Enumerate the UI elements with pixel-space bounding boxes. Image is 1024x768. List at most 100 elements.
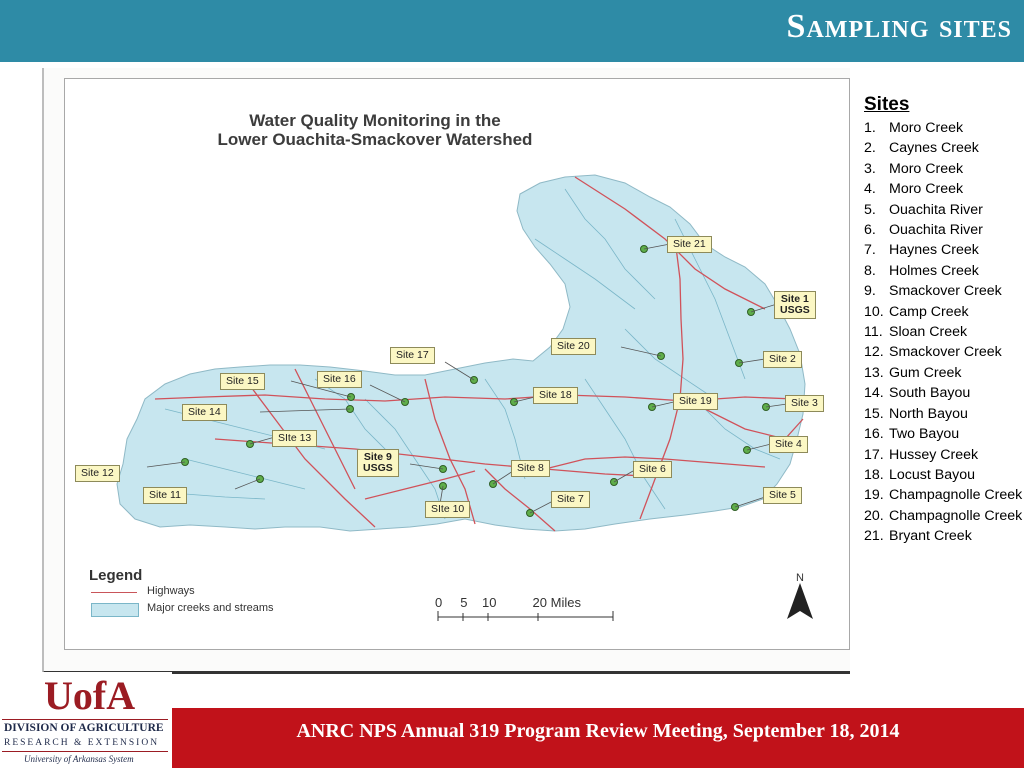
site-label-1: Site 1 USGS (774, 291, 816, 319)
watershed-shape (116, 174, 806, 532)
site-list-number: 19. (864, 487, 884, 504)
site-list-number: 7. (864, 242, 876, 259)
legend-label-highways: Highways (147, 585, 195, 597)
site-list-number: 10. (864, 303, 884, 320)
site-list-item: 9. Smackover Creek (864, 281, 1024, 301)
sites-list: Sites 1. Moro Creek 2. Caynes Creek 3. Moro C… (864, 94, 1024, 547)
site-list-name: Ouachita River (889, 201, 983, 218)
site-list-name: South Bayou (889, 385, 971, 402)
site-label-14: Site 14 (182, 404, 227, 421)
site-label-9: Site 9 USGS (357, 449, 399, 477)
site-list-name: Moro Creek (889, 181, 964, 198)
site-list-item: 10. Camp Creek (864, 302, 1024, 322)
site-list-item: 7. Haynes Creek (864, 240, 1024, 260)
site-list-number: 11. (864, 324, 883, 341)
logo-line1: DIVISION OF AGRICULTURE (4, 722, 164, 734)
site-label-13: SIte 13 (272, 430, 318, 447)
site-list-name: Hussey Creek (889, 446, 979, 463)
site-label-6: Site 6 (633, 461, 672, 478)
site-list-number: 20. (864, 507, 884, 524)
site-list-item: 20. Champagnolle Creek (864, 506, 1024, 526)
site-label-9-name: Site 9 (363, 451, 392, 463)
site-list-number: 1. (864, 120, 876, 136)
site-list-number: 14. (864, 385, 884, 402)
site-list-name: Moro Creek (889, 160, 964, 177)
site-list-number: 15. (864, 405, 884, 422)
site-list-name: Champagnolle Creek (889, 507, 1023, 524)
highway-swatch (91, 592, 137, 593)
legend-title: Legend (89, 567, 143, 584)
legend-label-creeks: Major creeks and streams (147, 602, 274, 614)
site-label-11: Site 11 (143, 487, 187, 504)
site-list-item: 16. Two Bayou (864, 424, 1024, 444)
site-label-1-name: Site 1 (780, 293, 809, 305)
site-list-number: 2. (864, 140, 876, 157)
site-label-19: Site 19 (673, 393, 718, 410)
scale-bar (437, 611, 614, 621)
site-label-9-usgs: USGS (363, 462, 393, 474)
slide-title: Sampling sites (786, 8, 1012, 45)
site-list-item: 12. Smackover Creek (864, 342, 1024, 362)
site-list-number: 3. (864, 160, 876, 177)
site-list-name: Two Bayou (889, 426, 960, 443)
site-markers (181, 245, 770, 517)
site-list-item: 19. Champagnolle Creek (864, 485, 1024, 505)
footer-text: ANRC NPS Annual 319 Program Review Meeti… (296, 720, 900, 742)
site-label-1-usgs: USGS (780, 304, 810, 316)
title-bar: Sampling sites (0, 0, 1024, 62)
site-label-15: Site 15 (220, 373, 265, 390)
site-list-item: 14. South Bayou (864, 383, 1024, 403)
logo-line2: RESEARCH & EXTENSION (4, 738, 160, 748)
site-list-name: Camp Creek (889, 303, 969, 320)
north-label: N (796, 572, 804, 584)
site-list-item: 3. Moro Creek (864, 159, 1024, 179)
scale-label: 0 5 10 20 Miles (435, 595, 581, 610)
site-list-number: 5. (864, 201, 876, 218)
site-label-7: Site 7 (551, 491, 590, 508)
site-list-name: Smackover Creek (889, 283, 1002, 300)
site-list-number: 17. (864, 446, 884, 463)
logo-line3: University of Arkansas System (24, 754, 134, 764)
site-label-3: Site 3 (785, 395, 824, 412)
site-label-21: Site 21 (667, 236, 712, 253)
site-list-item: 5. Ouachita River (864, 200, 1024, 220)
map-title: Water Quality Monitoring in the Lower Ou… (65, 111, 685, 149)
logo-divider-top (2, 719, 168, 720)
logo-mark: UofA (44, 673, 136, 718)
site-label-4: Site 4 (769, 436, 808, 453)
watershed-map: Water Quality Monitoring in the Lower Ou… (64, 78, 850, 650)
site-list-number: 13. (864, 364, 884, 381)
site-label-5: Site 5 (763, 487, 802, 504)
site-list-item: 2. Caynes Creek (864, 138, 1024, 158)
site-list-item: 17. Hussey Creek (864, 445, 1024, 465)
site-list-number: 18. (864, 466, 884, 483)
map-frame: Water Quality Monitoring in the Lower Ou… (42, 68, 850, 674)
footer-bar: ANRC NPS Annual 319 Program Review Meeti… (172, 708, 1024, 768)
sites-heading: Sites (864, 94, 910, 115)
site-list-name: Locust Bayou (889, 466, 975, 483)
site-list-number: 21. (864, 528, 884, 545)
site-label-18: Site 18 (533, 387, 578, 404)
site-list-number: 6. (864, 222, 876, 239)
site-label-8: Site 8 (511, 460, 550, 477)
site-label-16: Site 16 (317, 371, 362, 388)
site-list-name: Champagnolle Creek (889, 487, 1023, 504)
site-list-item: 8. Holmes Creek (864, 261, 1024, 281)
sites-ordered-list: 1. Moro Creek 2. Caynes Creek 3. Moro Creek 4.… (864, 118, 1024, 547)
site-list-name: Holmes Creek (889, 262, 979, 279)
site-list-item: 11. Sloan Creek (864, 322, 1024, 342)
site-list-item: 13. Gum Creek (864, 363, 1024, 383)
site-list-name: Sloan Creek (889, 324, 968, 341)
site-list-item: 21. Bryant Creek (864, 526, 1024, 546)
site-list-name: Bryant Creek (889, 528, 972, 545)
uofa-logo: UofA DIVISION OF AGRICULTURE RESEARCH & … (0, 672, 172, 768)
site-list-name: Smackover Creek (889, 344, 1002, 361)
site-list-number: 16. (864, 426, 884, 443)
north-arrow-icon (787, 583, 813, 619)
creek-swatch (91, 603, 139, 617)
map-title-line2: Lower Ouachita-Smackover Watershed (217, 130, 533, 149)
site-label-10: SIte 10 (425, 501, 471, 518)
map-legend: Legend Highways Major creeks and streams (89, 567, 489, 618)
site-list-item: 4. Moro Creek (864, 179, 1024, 199)
site-list-number: 12. (864, 344, 884, 361)
